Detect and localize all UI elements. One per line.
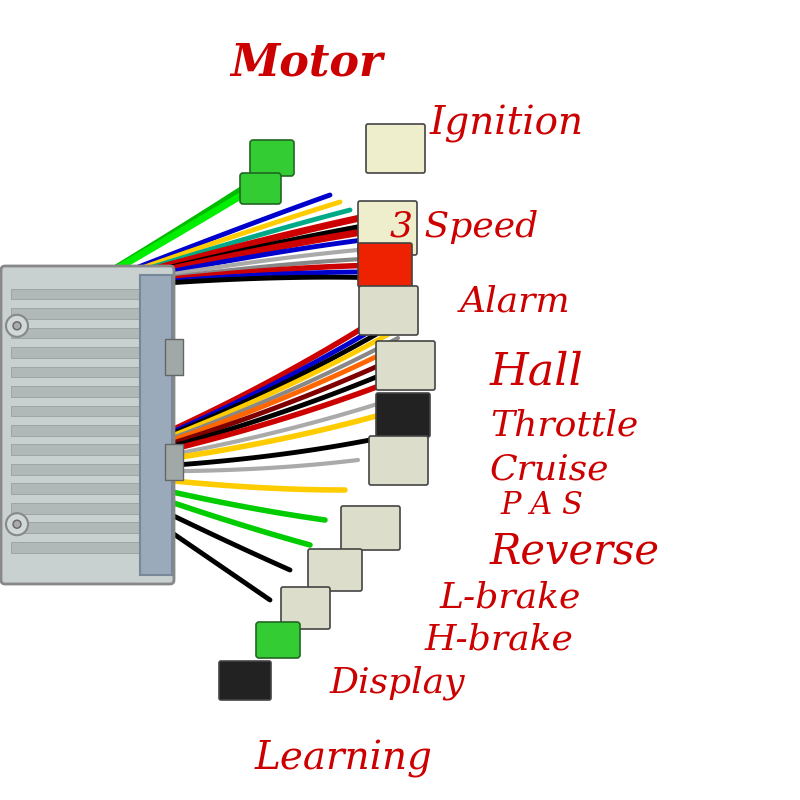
Ellipse shape [6, 314, 28, 337]
Text: Learning: Learning [255, 740, 433, 778]
FancyBboxPatch shape [1, 266, 174, 584]
FancyBboxPatch shape [250, 140, 294, 176]
FancyBboxPatch shape [341, 506, 400, 550]
FancyBboxPatch shape [376, 341, 435, 390]
Bar [140, 275, 172, 575]
Bar [165, 339, 183, 374]
Bar [165, 444, 183, 480]
Ellipse shape [6, 514, 28, 535]
Text: H-brake: H-brake [425, 622, 574, 656]
Text: Cruise: Cruise [490, 452, 610, 486]
FancyBboxPatch shape [369, 436, 428, 485]
Bar [11, 347, 143, 358]
Bar [11, 406, 143, 416]
Ellipse shape [13, 322, 21, 330]
Text: Throttle: Throttle [490, 408, 638, 442]
FancyBboxPatch shape [376, 393, 430, 437]
Ellipse shape [13, 520, 21, 528]
Text: Reverse: Reverse [490, 530, 660, 572]
Bar [11, 366, 143, 378]
FancyBboxPatch shape [366, 124, 425, 173]
Text: L-brake: L-brake [440, 580, 582, 614]
Bar [11, 522, 143, 533]
Bar [11, 386, 143, 397]
FancyBboxPatch shape [219, 661, 271, 700]
FancyBboxPatch shape [358, 243, 412, 287]
FancyBboxPatch shape [358, 201, 417, 255]
Bar [11, 503, 143, 514]
FancyBboxPatch shape [308, 549, 362, 591]
Bar [11, 327, 143, 338]
FancyBboxPatch shape [256, 622, 300, 658]
Bar [11, 425, 143, 436]
Text: Display: Display [330, 665, 466, 699]
Text: Hall: Hall [490, 350, 584, 393]
Text: Motor: Motor [230, 42, 382, 85]
Text: Alarm: Alarm [460, 285, 570, 319]
Bar [11, 289, 143, 299]
Bar [11, 483, 143, 494]
Text: P A S: P A S [500, 490, 583, 521]
Text: 3 Speed: 3 Speed [390, 210, 538, 244]
Bar [11, 464, 143, 474]
Bar [11, 542, 143, 553]
Bar [11, 308, 143, 319]
Bar [11, 445, 143, 455]
FancyBboxPatch shape [359, 286, 418, 335]
FancyBboxPatch shape [281, 587, 330, 629]
FancyBboxPatch shape [240, 173, 281, 204]
Text: Ignition: Ignition [430, 105, 584, 143]
